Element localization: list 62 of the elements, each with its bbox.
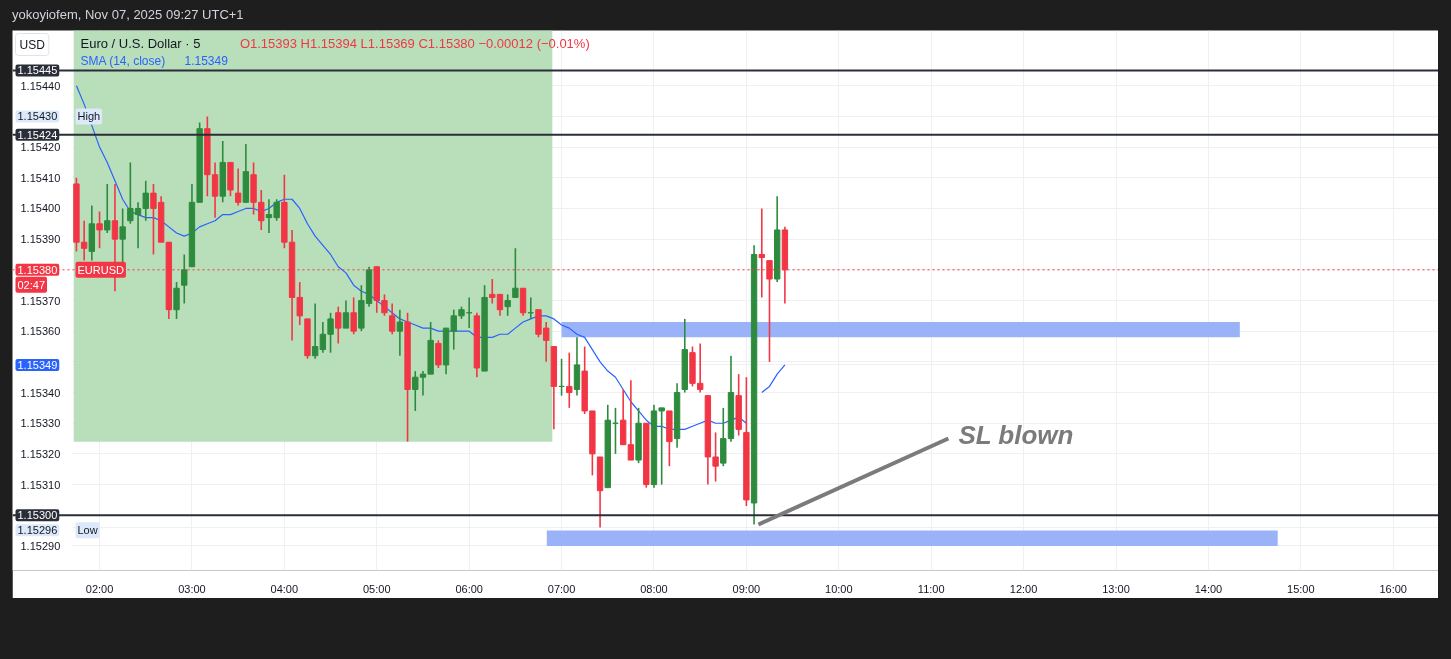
- x-tick-label: 10:00: [825, 582, 853, 595]
- y-tick-label: 1.15360: [20, 325, 61, 338]
- y-tick-label: 1.15440: [20, 79, 61, 92]
- text: 1.15349: [184, 54, 228, 68]
- ref-line-label: 1.15424: [17, 128, 58, 141]
- y-tick-label: 1.15410: [20, 171, 61, 184]
- y-tick-label: 1.15349: [17, 358, 58, 371]
- candlestick: [281, 173, 288, 250]
- y-tick-label: 1.15320: [20, 447, 61, 460]
- y-tick-label: 1.15296: [17, 524, 58, 537]
- candlestick: [435, 339, 442, 369]
- annotation: 02:47: [17, 278, 46, 291]
- x-tick-label: 08:00: [640, 582, 668, 595]
- series-label: SMA (14, close): [80, 53, 166, 68]
- x-tick-label: 15:00: [1287, 582, 1315, 595]
- candlestick: [73, 176, 80, 253]
- annotation: EURUSD: [77, 263, 125, 276]
- candlestick: [735, 373, 742, 437]
- ref-line-label: 1.15445: [17, 64, 58, 77]
- y-tick-label: 1.15370: [20, 294, 61, 307]
- candlestick: [96, 210, 103, 250]
- candlestick: [504, 293, 511, 317]
- ref-line-label: 1.15300: [17, 509, 58, 522]
- y-tick-label: 1.15340: [20, 386, 61, 399]
- y-axis-title: USD: [19, 37, 46, 52]
- x-tick-label: 11:00: [917, 582, 945, 595]
- chart-title: Euro / U.S. Dollar · 5: [80, 36, 201, 51]
- candlestick: [304, 318, 311, 360]
- x-tick-label: 12:00: [1009, 582, 1038, 595]
- annotation: High: [77, 110, 101, 123]
- ref-line-label: 1.15380: [17, 263, 58, 276]
- x-tick-label: 05:00: [363, 582, 391, 595]
- y-tick-label: 1.15330: [20, 417, 61, 430]
- y-tick-label: 1.15420: [20, 141, 61, 154]
- x-tick-label: 02:00: [85, 582, 114, 595]
- x-tick-label: 13:00: [1102, 582, 1130, 595]
- y-tick-label: 1.15290: [20, 539, 61, 552]
- x-tick-label: 06:00: [455, 582, 483, 595]
- text: yokoyiofem, Nov 07, 2025 09:27 UTC+1: [12, 6, 244, 24]
- annotation: SL blown: [958, 420, 1074, 451]
- candlestick: [635, 407, 642, 464]
- candlestick: [227, 161, 234, 197]
- y-tick-label: 1.15400: [20, 202, 61, 215]
- x-tick-label: 07:00: [547, 582, 576, 595]
- candlestick: [512, 247, 519, 299]
- candlestick: [743, 376, 750, 507]
- candlestick: [119, 207, 126, 265]
- annotation: Low: [77, 524, 98, 537]
- candlestick: [666, 410, 673, 467]
- x-tick-label: 09:00: [732, 582, 761, 595]
- chart-subtitle: O1.15393 H1.15394 L1.15369 C1.15380 −0.00012 (−0.01%): [239, 36, 590, 51]
- x-tick-label: 16:00: [1379, 582, 1407, 595]
- candlestick: [350, 296, 357, 336]
- x-tick-label: 03:00: [178, 582, 206, 595]
- y-tick-label: 1.15310: [20, 478, 61, 491]
- candlestick: [173, 281, 180, 320]
- x-tick-label: 14:00: [1194, 582, 1223, 595]
- candlestick: [404, 311, 411, 443]
- y-tick-label: 1.15430: [17, 110, 58, 123]
- y-tick-label: 1.15390: [20, 233, 61, 246]
- candlestick: [481, 284, 488, 372]
- x-tick-label: 04:00: [270, 582, 299, 595]
